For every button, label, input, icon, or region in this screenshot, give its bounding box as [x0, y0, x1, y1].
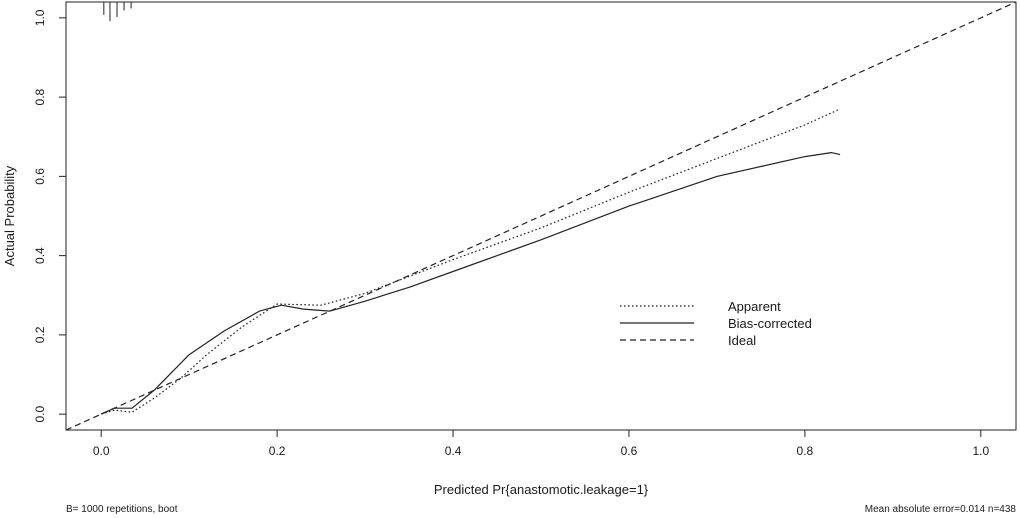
x-axis: 0.0 0.2 0.4 0.6 0.8 1.0 — [93, 430, 989, 458]
y-tick-label: 1.0 — [33, 9, 47, 26]
rug-marks — [103, 2, 132, 22]
x-tick-label: 0.2 — [269, 444, 286, 458]
y-tick-label: 0.8 — [33, 88, 47, 105]
series-line-ideal — [66, 2, 1016, 430]
legend: Apparent Bias-corrected Ideal — [620, 299, 812, 348]
x-tick-label: 0.8 — [797, 444, 814, 458]
x-axis-title: Predicted Pr{anastomotic.leakage=1} — [434, 482, 649, 497]
y-tick-label: 0.4 — [33, 247, 47, 264]
y-axis-title: Actual Probability — [2, 165, 17, 266]
x-tick-label: 0.6 — [621, 444, 638, 458]
plot-frame — [65, 1, 1017, 431]
y-axis: 0.0 0.2 0.4 0.6 0.8 1.0 — [33, 9, 66, 422]
x-tick-label: 1.0 — [972, 444, 989, 458]
x-tick-label: 0.4 — [445, 444, 462, 458]
series-line-apparent — [101, 108, 841, 415]
legend-label: Bias-corrected — [728, 316, 812, 331]
y-tick-label: 0.0 — [33, 405, 47, 422]
footnote-mean-absolute-error: Mean absolute error=0.014 n=438 — [865, 504, 1017, 515]
footnote-repetitions: B= 1000 repetitions, boot — [66, 504, 178, 515]
x-tick-label: 0.0 — [93, 444, 110, 458]
legend-label: Ideal — [728, 333, 756, 348]
legend-label: Apparent — [728, 299, 781, 314]
series-layer — [66, 2, 1016, 430]
y-tick-label: 0.2 — [33, 326, 47, 343]
y-tick-label: 0.6 — [33, 168, 47, 185]
series-line-bias-corrected — [100, 152, 841, 415]
